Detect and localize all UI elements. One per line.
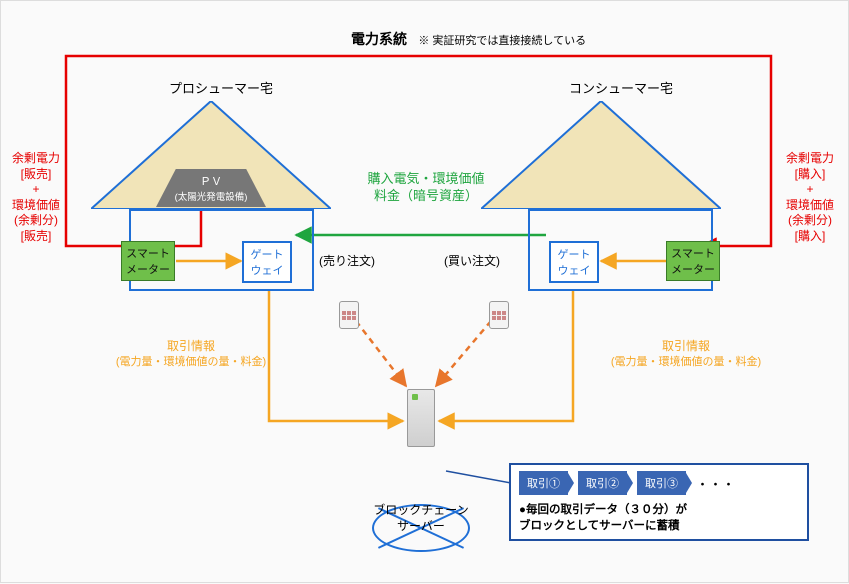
right-side-text: 余剰電力 [購入] + 環境価値 (余剰分) [購入] [779, 151, 841, 245]
chain-dots: ・・・ [696, 474, 735, 493]
server-icon [407, 389, 435, 447]
grid-title-note: ※ 実証研究では直接接続している [418, 35, 586, 47]
callout-text: ●毎回の取引データ（３０分）が ブロックとしてサーバーに蓄積 [519, 501, 799, 533]
tx-info-right: 取引情報 (電力量・環境価値の量・料金) [591, 339, 781, 369]
diagram-canvas: 電力系統 ※ 実証研究では直接接続している プロシューマー宅 ＰＶ (太陽光発電… [0, 0, 849, 583]
phone-icon-left [339, 301, 359, 329]
phone-icon-right [489, 301, 509, 329]
pv-line2: (太陽光発電設備) [162, 189, 260, 203]
prosumer-label: プロシューマー宅 [141, 81, 301, 98]
tx-info-left: 取引情報 (電力量・環境価値の量・料金) [96, 339, 286, 369]
grid-title-text: 電力系統 [351, 31, 407, 47]
order-sell: (売り注文) [319, 254, 375, 270]
pv-line1: ＰＶ [162, 173, 260, 189]
left-side-text: 余剰電力 [販売] + 環境価値 (余剰分) [販売] [6, 151, 66, 245]
blockchain-callout: 取引① 取引② 取引③ ・・・ ●毎回の取引データ（３０分）が ブロックとしてサ… [509, 463, 809, 541]
chain-block-1: 取引① [519, 471, 568, 495]
order-buy: (買い注文) [444, 254, 500, 270]
grid-title: 電力系統 ※ 実証研究では直接接続している [351, 30, 586, 49]
consumer-smart-meter: スマート メーター [666, 241, 720, 281]
consumer-gateway: ゲート ウェイ [549, 241, 599, 283]
prosumer-gateway: ゲート ウェイ [242, 241, 292, 283]
bc-server-label: ブロックチェーン サーバー [361, 503, 481, 534]
chain-block-2: 取引② [578, 471, 627, 495]
chain-block-3: 取引③ [637, 471, 686, 495]
consumer-roof-border [481, 101, 721, 209]
center-green-text: 購入電気・環境価値 料金（暗号資産） [351, 171, 501, 205]
consumer-label: コンシューマー宅 [541, 81, 701, 98]
prosumer-smart-meter: スマート メーター [121, 241, 175, 281]
